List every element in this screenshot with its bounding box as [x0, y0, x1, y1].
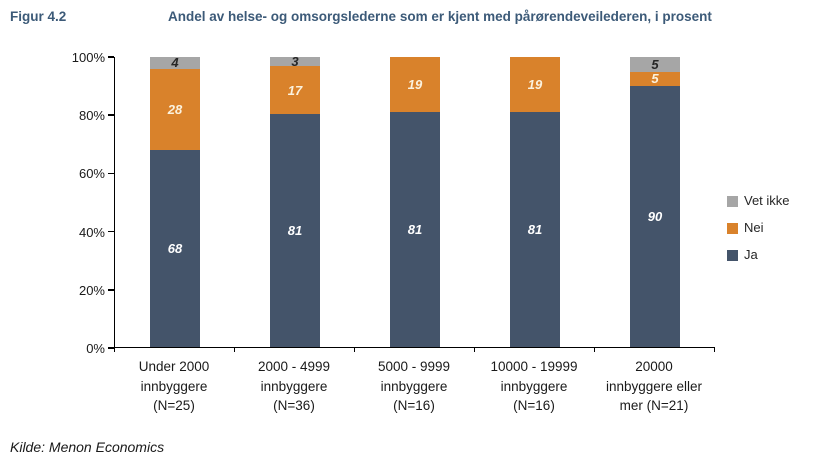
segment-ja: 68 [150, 149, 200, 347]
x-axis-category-label: Under 2000 innbyggere (N=25) [138, 359, 210, 413]
segment-value-label: 4 [171, 55, 179, 71]
y-axis-tick-label: 0% [86, 341, 105, 356]
figure-title: Andel av helse- og omsorgslederne som er… [168, 9, 712, 24]
legend-item-nei: Nei [727, 221, 790, 235]
segment-ja: 81 [510, 112, 560, 347]
y-axis-tick-label: 100% [71, 50, 105, 65]
segment-value-label: 81 [287, 223, 303, 239]
legend-label: Ja [744, 247, 758, 262]
legend-swatch [727, 249, 738, 261]
bar-2000-4999: 3 17 81 [270, 53, 320, 347]
segment-value-label: 19 [527, 77, 543, 93]
segment-vet-ikke: 3 [270, 53, 320, 69]
segment-nei: 19 [510, 57, 560, 113]
x-axis-tick [473, 347, 475, 352]
segment-nei: 19 [390, 57, 440, 113]
legend-label: Vet ikke [744, 193, 790, 208]
y-axis-tick [107, 172, 114, 175]
bar-10000-19999: 19 81 [510, 57, 560, 347]
x-axis-tick [113, 347, 115, 352]
x-axis-category-label: 2000 - 4999 innbyggere (N=36) [257, 359, 331, 413]
segment-value-label: 68 [167, 240, 183, 256]
legend-label: Nei [744, 220, 764, 235]
bar-under-2000: 4 28 68 [150, 55, 200, 347]
segment-value-label: 19 [407, 77, 423, 93]
segment-vet-ikke: 4 [150, 55, 200, 71]
segment-value-label: 28 [167, 101, 183, 117]
segment-ja: 81 [390, 112, 440, 347]
segment-value-label: 81 [527, 222, 543, 238]
segment-nei: 17 [270, 65, 320, 115]
segment-value-label: 17 [287, 82, 303, 98]
x-axis-category-label: 20000 innbyggere eller mer (N=21) [605, 359, 703, 413]
x-axis-tick [233, 347, 235, 352]
segment-value-label: 5 [651, 56, 659, 72]
segment-value-label: 81 [407, 222, 423, 238]
segment-nei: 5 [630, 71, 680, 87]
y-axis-tick-label: 20% [78, 282, 105, 298]
segment-value-label: 3 [291, 53, 299, 69]
legend-swatch [727, 195, 738, 207]
y-axis-tick [107, 56, 114, 58]
plot-area: 0% 20% 40% 60% 80% 100% 4 28 68 3 17 81 19 81 19 81 5 5 90 [72, 51, 715, 355]
bar-5000-9999: 19 81 [390, 57, 440, 347]
segment-value-label: 90 [647, 209, 663, 224]
segment-vet-ikke: 5 [630, 57, 680, 72]
y-axis-tick-label: 80% [78, 108, 105, 124]
y-axis-tick [107, 114, 114, 116]
segment-ja: 81 [270, 114, 320, 347]
chart-legend: Vet ikke Nei Ja [727, 194, 790, 275]
y-axis-tick [107, 289, 114, 291]
segment-nei: 28 [150, 68, 200, 150]
legend-item-vet-ikke: Vet ikke [727, 194, 790, 208]
legend-item-ja: Ja [727, 248, 790, 262]
segment-ja: 90 [630, 86, 680, 347]
source-note: Kilde: Menon Economics [10, 439, 165, 455]
y-axis-tick [107, 230, 114, 233]
x-axis-tick [593, 347, 595, 352]
x-axis-category-label: 5000 - 9999 innbyggere (N=16) [377, 359, 451, 413]
y-axis-tick-label: 60% [78, 166, 105, 182]
bar-20000: 5 5 90 [630, 57, 680, 347]
y-axis-tick [107, 347, 114, 349]
x-axis-tick [713, 347, 715, 352]
figure-number: Figur 4.2 [10, 9, 67, 24]
y-axis-tick-label: 40% [78, 224, 105, 240]
x-axis-tick [353, 347, 355, 352]
x-axis-category-label: 10000 - 19999 innbyggere (N=16) [490, 359, 578, 413]
segment-value-label: 5 [651, 71, 659, 87]
legend-swatch [727, 222, 738, 234]
